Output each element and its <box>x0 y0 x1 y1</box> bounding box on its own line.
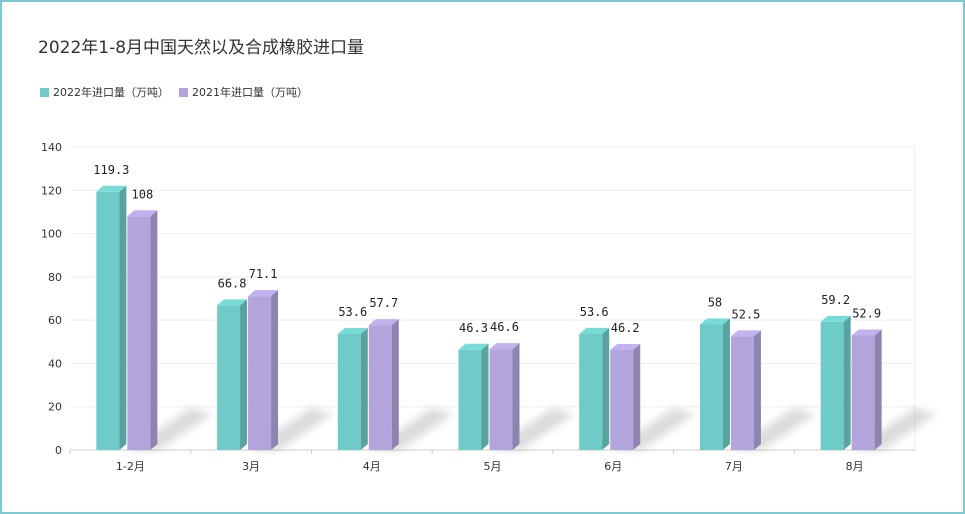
legend-item-2021[interactable]: 2021年进口量（万吨） <box>179 84 308 100</box>
bar-front-2021[interactable] <box>127 216 151 450</box>
data-label: 66.8 <box>218 276 247 290</box>
y-tick-label: 20 <box>48 401 62 414</box>
data-label: 52.9 <box>852 307 881 321</box>
bar-side <box>150 210 158 450</box>
bar-top <box>489 343 520 350</box>
bar-top <box>217 299 248 306</box>
data-label: 57.7 <box>369 296 398 310</box>
bar-top <box>127 210 158 217</box>
bar-front-2021[interactable] <box>489 349 513 450</box>
x-tick-label: 6月 <box>604 460 622 473</box>
data-label: 46.6 <box>490 320 519 334</box>
data-label: 46.2 <box>611 321 640 335</box>
bar-side <box>240 299 248 450</box>
data-label: 58 <box>708 295 722 309</box>
bar-top <box>851 329 882 336</box>
bar-side <box>271 290 279 450</box>
bar-top <box>699 318 730 325</box>
bar-top <box>820 315 851 322</box>
bar-front-2021[interactable] <box>248 296 272 450</box>
y-tick-label: 140 <box>41 141 62 154</box>
bar-side <box>722 318 730 450</box>
y-tick-label: 80 <box>48 271 62 284</box>
legend-label-2021: 2021年进口量（万吨） <box>192 86 308 99</box>
legend: 2022年进口量（万吨） 2021年进口量（万吨） <box>40 84 318 100</box>
bar-front-2022[interactable] <box>699 324 723 450</box>
x-tick-label: 4月 <box>363 460 381 473</box>
bar-front-2022[interactable] <box>96 191 120 450</box>
data-label: 53.6 <box>338 305 367 319</box>
data-label: 119.3 <box>93 163 129 177</box>
data-label: 53.6 <box>580 305 609 319</box>
y-tick-label: 120 <box>41 184 62 197</box>
bar-front-2022[interactable] <box>458 349 482 450</box>
bar-front-2021[interactable] <box>368 325 392 450</box>
data-label: 52.5 <box>731 307 760 321</box>
data-label: 108 <box>132 187 154 201</box>
bar-side <box>843 315 851 450</box>
bar-side <box>753 330 761 450</box>
x-tick-label: 8月 <box>846 460 864 473</box>
legend-swatch-2022 <box>40 87 49 97</box>
x-tick-label: 7月 <box>725 460 743 473</box>
bar-front-2022[interactable] <box>217 305 241 450</box>
bar-front-2021[interactable] <box>610 350 634 450</box>
bar-top <box>458 343 489 350</box>
bar-side <box>874 329 882 450</box>
bar-top <box>248 290 279 297</box>
y-tick-label: 0 <box>55 444 62 457</box>
bar-front-2022[interactable] <box>337 333 361 450</box>
legend-label-2022: 2022年进口量（万吨） <box>53 86 169 99</box>
y-tick-label: 60 <box>48 314 62 327</box>
bar-front-2022[interactable] <box>579 333 603 450</box>
y-tick-label: 40 <box>48 357 62 370</box>
bar-side <box>119 185 127 450</box>
x-tick-label: 3月 <box>242 460 260 473</box>
bar-side <box>391 319 399 450</box>
data-label: 71.1 <box>249 267 278 281</box>
legend-swatch-2021 <box>179 87 188 97</box>
data-label: 46.3 <box>459 321 488 335</box>
data-label: 59.2 <box>821 293 850 307</box>
bar-top <box>730 330 761 337</box>
bar-top <box>368 319 399 326</box>
bar-top <box>579 327 610 334</box>
bar-side <box>481 343 489 450</box>
bar-side <box>512 343 520 450</box>
bar-front-2021[interactable] <box>730 336 754 450</box>
x-tick-label: 1-2月 <box>116 460 145 473</box>
y-tick-label: 100 <box>41 228 62 241</box>
x-tick-label: 5月 <box>484 460 502 473</box>
chart-title: 2022年1-8月中国天然以及合成橡胶进口量 <box>38 38 365 58</box>
bar-front-2021[interactable] <box>851 335 875 450</box>
bar-top <box>337 327 368 334</box>
bar-side <box>602 327 610 450</box>
bar-side <box>633 344 641 450</box>
bar-top <box>96 185 127 192</box>
bar-front-2022[interactable] <box>820 321 844 450</box>
bar-side <box>360 327 368 450</box>
bar-top <box>610 344 641 351</box>
legend-item-2022[interactable]: 2022年进口量（万吨） <box>40 84 169 100</box>
